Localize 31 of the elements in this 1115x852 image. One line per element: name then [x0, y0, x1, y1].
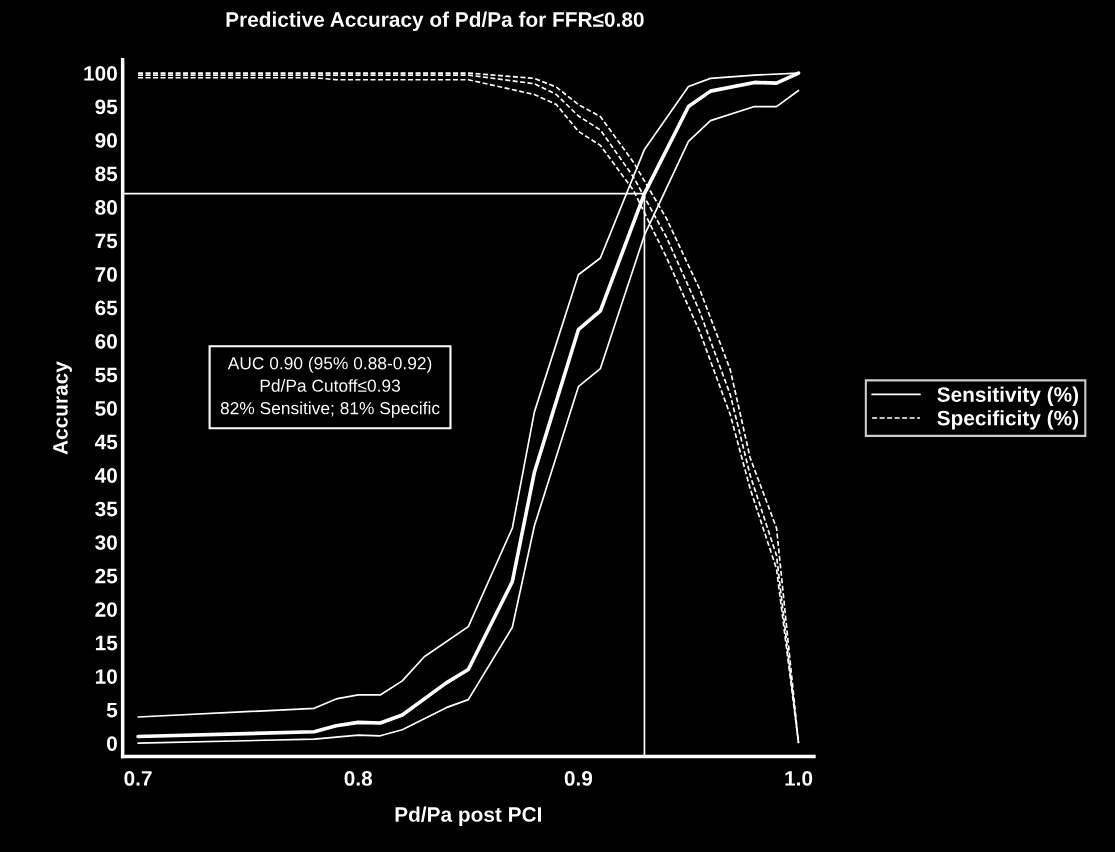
y-tick-label: 90	[95, 133, 117, 148]
y-tick-label: 100	[84, 66, 117, 81]
legend-label: Specificity (%)	[937, 410, 1079, 430]
y-tick-label: 40	[94, 468, 117, 483]
y-tick-label: 35	[95, 501, 118, 517]
y-tick-label: 30	[95, 535, 117, 550]
y-tick-label: 50	[95, 401, 117, 416]
y-tick-label: 95	[95, 99, 118, 115]
y-tick-label: 65	[95, 300, 118, 316]
y-tick-label: 5	[106, 702, 118, 718]
y-tick-label: 0	[107, 736, 117, 751]
y-tick-label: 20	[95, 602, 117, 617]
x-tick-label: 0.9	[564, 771, 593, 786]
y-tick-label: 25	[95, 568, 118, 584]
y-tick-label: 75	[95, 233, 118, 249]
y-axis-title: Accuracy	[53, 361, 72, 455]
x-tick-label: 0.8	[344, 771, 373, 786]
x-tick-label: 0.7	[124, 771, 152, 786]
y-tick-label: 10	[95, 669, 117, 684]
chart-title: Predictive Accuracy of Pd/Pa for FFR≤0.80	[226, 11, 644, 32]
y-tick-label: 55	[95, 367, 118, 383]
y-tick-label: 15	[95, 635, 118, 651]
y-tick-label: 70	[95, 267, 117, 282]
y-tick-label: 45	[94, 434, 118, 450]
y-tick-label: 85	[95, 166, 118, 182]
x-axis-title: Pd/Pa post PCI	[395, 806, 541, 826]
y-tick-label: 80	[95, 200, 117, 215]
x-tick-label: 1.0	[785, 771, 813, 786]
annotation: AUC 0.90 (95% 0.88-0.92) Pd/Pa Cutoff≤0.93 82% Sensitive; 81% Specific	[220, 356, 440, 418]
legend-label: Sensitivity (%)	[937, 386, 1079, 407]
y-tick-label: 60	[95, 334, 117, 349]
